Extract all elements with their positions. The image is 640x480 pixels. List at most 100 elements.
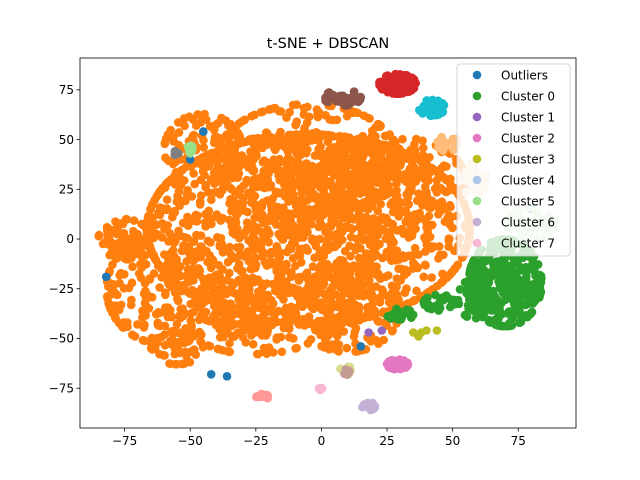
group-0-point bbox=[201, 209, 210, 219]
group-0-point bbox=[260, 307, 269, 316]
group-0-point bbox=[286, 216, 296, 226]
group-0-point bbox=[119, 284, 129, 293]
group-0-point bbox=[353, 153, 362, 162]
group-0-point bbox=[261, 293, 270, 303]
group-0-point bbox=[272, 335, 281, 344]
group-0-point bbox=[194, 270, 204, 279]
cluster-0-point bbox=[431, 290, 440, 300]
group-0-point bbox=[351, 300, 360, 310]
cluster-0-point bbox=[477, 278, 487, 288]
group-0-point bbox=[378, 286, 388, 296]
group-0-point bbox=[303, 145, 312, 154]
group-0-point bbox=[381, 156, 390, 166]
x-axis: −75 −50 −25 0 25 50 75 bbox=[112, 428, 526, 448]
group-0-point bbox=[105, 302, 115, 312]
group-0-point bbox=[366, 337, 376, 346]
group-0-point bbox=[284, 314, 293, 323]
group-0-point bbox=[221, 152, 231, 162]
group-0-point bbox=[363, 205, 373, 214]
group-0-point bbox=[226, 299, 235, 309]
group-0-point bbox=[317, 341, 326, 351]
group-0-point bbox=[342, 179, 351, 189]
group-0-point bbox=[306, 335, 316, 344]
cluster-2-point bbox=[394, 358, 404, 368]
group-0-point bbox=[376, 199, 386, 209]
group-0-point bbox=[129, 231, 138, 241]
group-0-point bbox=[219, 332, 228, 342]
group-17-point bbox=[448, 134, 458, 144]
group-0-point bbox=[248, 340, 258, 349]
cluster-0-point bbox=[527, 307, 537, 317]
cluster-0-point bbox=[508, 267, 517, 276]
cluster-0-point bbox=[521, 299, 530, 308]
group-0-point bbox=[389, 200, 399, 210]
group-0-point bbox=[349, 320, 358, 329]
group-0-point bbox=[327, 217, 337, 226]
cluster-0-point bbox=[498, 288, 508, 298]
group-0-point bbox=[189, 130, 199, 140]
group-0-point bbox=[317, 319, 327, 329]
cluster-0-point bbox=[447, 296, 457, 305]
group-0-point bbox=[256, 278, 266, 288]
cluster-0-point bbox=[460, 278, 470, 287]
group-0-point bbox=[373, 206, 383, 216]
group-0-point bbox=[348, 171, 358, 180]
group-0-point bbox=[421, 261, 430, 270]
group-0-point bbox=[257, 210, 267, 219]
group-0-point bbox=[350, 214, 359, 224]
legend-marker-cluster-2 bbox=[472, 133, 482, 143]
group-0-point bbox=[253, 133, 262, 143]
group-0-point bbox=[385, 164, 395, 174]
group-0-point bbox=[360, 134, 369, 144]
group-0-point bbox=[221, 146, 230, 155]
cluster-2-point bbox=[389, 364, 398, 374]
cluster-0-point bbox=[481, 289, 490, 299]
group-0-point bbox=[226, 250, 236, 259]
group-0-point bbox=[189, 256, 199, 265]
group-0-point bbox=[401, 208, 411, 217]
group-0-point bbox=[178, 218, 188, 228]
group-0-point bbox=[321, 227, 330, 237]
group-0-point bbox=[387, 256, 396, 266]
legend-marker-cluster-6 bbox=[472, 217, 482, 227]
group-0-point bbox=[345, 268, 355, 278]
x-tick-label: 25 bbox=[379, 434, 394, 448]
cluster-0-point bbox=[497, 298, 506, 308]
cluster-6-point bbox=[370, 401, 380, 411]
group-0-point bbox=[189, 307, 198, 317]
group-0-point bbox=[180, 176, 189, 185]
group-0-point bbox=[404, 233, 414, 242]
group-0-point bbox=[141, 295, 151, 304]
group-0-point bbox=[412, 134, 421, 144]
group-0-point bbox=[198, 342, 208, 352]
group-0-point bbox=[281, 191, 291, 201]
group-0-point bbox=[161, 134, 171, 143]
group-0-point bbox=[358, 289, 367, 298]
group-0-point bbox=[346, 286, 356, 296]
group-0-point bbox=[143, 231, 152, 241]
group-0-point bbox=[304, 112, 314, 122]
group-0-point bbox=[351, 162, 360, 172]
group-0-point bbox=[341, 261, 351, 270]
group-0-point bbox=[163, 221, 172, 230]
group-0-point bbox=[137, 263, 146, 273]
group-0-point bbox=[445, 270, 454, 280]
group-0-point bbox=[176, 337, 185, 346]
group-0-point bbox=[208, 255, 218, 265]
group-0-point bbox=[306, 184, 316, 194]
group-0-point bbox=[337, 210, 347, 219]
group-0-point bbox=[328, 154, 338, 163]
legend-label-cluster-5: Cluster 5 bbox=[501, 194, 555, 208]
group-0-point bbox=[384, 271, 393, 280]
group-0-point bbox=[304, 275, 313, 285]
group-0-point bbox=[365, 276, 374, 286]
group-0-point bbox=[291, 344, 300, 353]
y-tick-label: −50 bbox=[49, 332, 74, 346]
group-0-point bbox=[420, 171, 430, 181]
group-0-point bbox=[220, 163, 229, 173]
group-0-point bbox=[268, 299, 278, 309]
group-11-point bbox=[439, 100, 449, 110]
group-0-point bbox=[267, 320, 277, 330]
group-0-point bbox=[174, 187, 184, 196]
group-0-point bbox=[373, 225, 382, 234]
